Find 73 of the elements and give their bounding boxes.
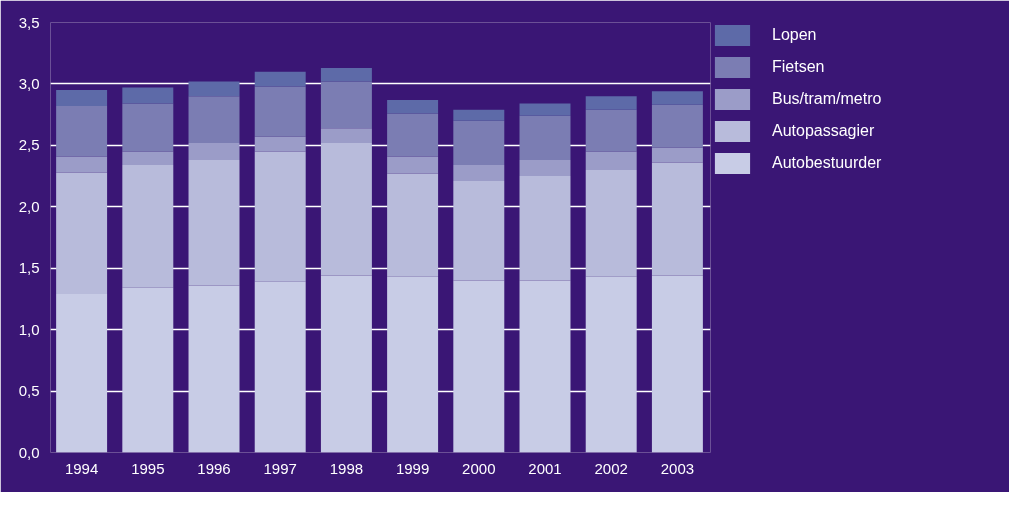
x-tick-label: 1999	[395, 459, 430, 477]
bar	[254, 281, 306, 453]
bar	[651, 275, 703, 453]
bar	[56, 172, 108, 295]
bar	[585, 109, 637, 152]
bar	[188, 285, 240, 453]
legend-label: Autobestuurder	[772, 154, 882, 172]
bar	[188, 160, 240, 286]
bar	[453, 280, 505, 453]
bar	[254, 151, 306, 282]
bar	[519, 160, 571, 177]
bar	[56, 294, 108, 453]
bar	[320, 128, 372, 143]
bar	[453, 180, 505, 281]
x-tick-label: 1997	[263, 459, 297, 477]
bar	[651, 91, 703, 105]
y-tick-label: 0,0	[18, 443, 40, 461]
y-tick-label: 1,5	[18, 259, 40, 277]
bar	[320, 142, 372, 276]
bar	[188, 142, 240, 161]
bar	[188, 96, 240, 143]
bar	[320, 81, 372, 129]
bar	[453, 165, 505, 181]
bar	[320, 275, 372, 453]
bar	[122, 287, 174, 453]
x-tick-label: 1998	[329, 459, 364, 477]
bar	[453, 109, 505, 121]
legend-label: Lopen	[772, 26, 817, 44]
bar	[387, 173, 439, 277]
bar	[122, 87, 174, 104]
bar	[519, 176, 571, 281]
bar	[651, 147, 703, 163]
bar	[519, 115, 571, 161]
bar	[188, 81, 240, 97]
bar	[519, 280, 571, 453]
y-tick-label: 1,0	[18, 320, 40, 338]
bar	[254, 86, 306, 137]
bar	[387, 99, 439, 114]
y-tick-label: 0,5	[18, 382, 40, 400]
bar	[320, 67, 372, 82]
bar	[585, 96, 637, 110]
bar	[122, 151, 174, 166]
bar	[122, 165, 174, 288]
legend-label: Fietsen	[772, 58, 825, 76]
y-tick-label: 3,5	[18, 13, 40, 31]
bar	[56, 156, 108, 173]
bar	[122, 103, 174, 152]
legend-label: Autopassagier	[772, 122, 875, 140]
bar	[254, 71, 306, 87]
x-tick-label: 2001	[528, 459, 562, 477]
bar	[453, 120, 505, 166]
bar	[254, 136, 306, 152]
y-tick-label: 2,5	[18, 136, 40, 154]
bar	[585, 276, 637, 453]
x-tick-label: 2000	[462, 459, 496, 477]
bar	[519, 103, 571, 116]
bar	[387, 276, 439, 453]
bar	[56, 90, 108, 107]
x-tick-label: 1996	[197, 459, 231, 477]
bar	[56, 106, 108, 157]
bar	[387, 156, 439, 174]
bar	[585, 169, 637, 277]
x-tick-label: 1995	[131, 459, 165, 477]
y-tick-label: 3,0	[18, 74, 40, 92]
bar	[651, 104, 703, 148]
bar	[651, 162, 703, 276]
x-tick-label: 2003	[660, 459, 695, 477]
x-tick-label: 1994	[64, 459, 99, 477]
bar	[387, 113, 439, 157]
y-tick-label: 2,0	[18, 197, 40, 215]
bar	[585, 151, 637, 170]
legend-label: Bus/tram/metro	[772, 90, 882, 108]
x-tick-label: 2002	[594, 459, 628, 477]
